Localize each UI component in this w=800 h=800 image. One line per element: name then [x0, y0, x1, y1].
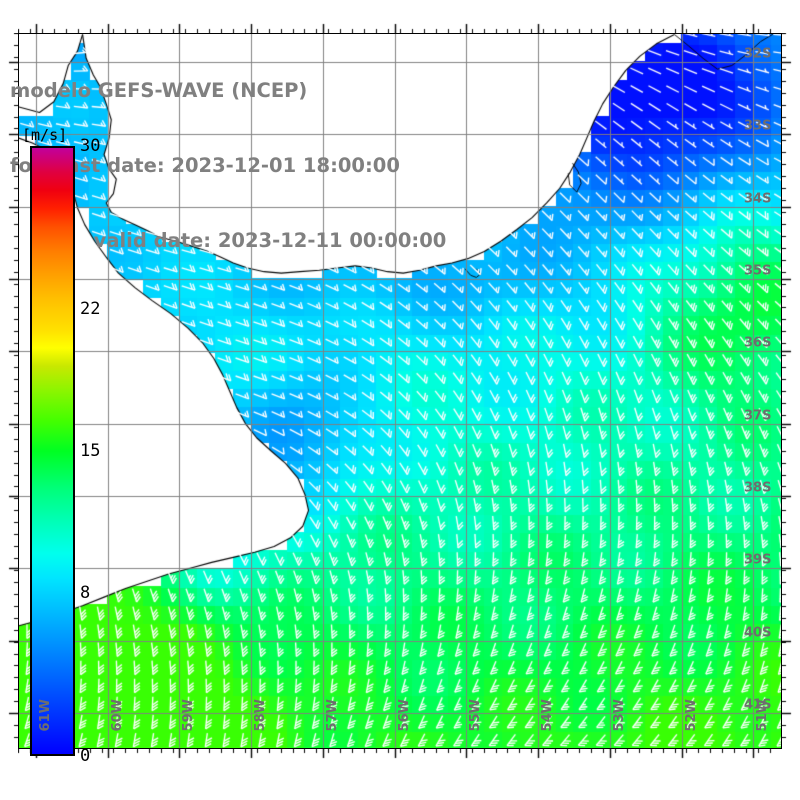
lon-tick-label: 53W	[611, 699, 627, 732]
model-title: modelo GEFS-WAVE (NCEP)	[10, 79, 308, 102]
lon-tick-label: 59W	[181, 699, 197, 732]
colorbar-gradient	[30, 146, 75, 756]
map-plot-area	[18, 33, 782, 749]
colorbar-tick-label: 22	[80, 298, 101, 319]
colorbar-tick-label: 30	[80, 136, 101, 156]
forecast-date: forecast date: 2023-12-01 18:00:00	[10, 154, 400, 177]
lat-tick-label: 38S	[744, 480, 772, 496]
lat-tick-label: 40S	[744, 625, 772, 640]
lon-tick-label: 56W	[396, 699, 412, 732]
lon-tick-label: 52W	[683, 699, 699, 732]
colorbar-tick-label: 0	[80, 746, 91, 766]
lon-tick-label: 54W	[540, 699, 556, 732]
colorbar-tick-label: 15	[80, 441, 101, 461]
lat-tick-label: 41S	[744, 697, 772, 713]
lon-tick-label: 57W	[324, 699, 340, 732]
lat-tick-label: 34S	[744, 191, 772, 207]
lat-tick-label: 36S	[744, 335, 772, 351]
lat-tick-label: 33S	[744, 118, 772, 134]
wind-barb-layer	[18, 33, 782, 749]
colorbar-units-label: [m/s]	[22, 126, 68, 144]
lat-tick-label: 32S	[744, 46, 772, 62]
valid-date: valid date: 2023-12-11 00:00:00	[93, 229, 447, 252]
bottom-tick-rail	[18, 749, 782, 760]
colorbar-tick-label: 8	[80, 583, 91, 604]
lat-tick-label: 37S	[744, 408, 772, 424]
lat-tick-label: 35S	[744, 263, 772, 279]
lon-tick-label: 58W	[253, 699, 269, 732]
title-block: modelo GEFS-WAVE (NCEP) forecast date: 2…	[10, 28, 530, 303]
lat-tick-label: 39S	[744, 552, 772, 568]
colorbar	[30, 146, 75, 756]
lon-tick-label: 60W	[109, 699, 125, 732]
lon-tick-label: 55W	[468, 699, 484, 732]
lon-tick-label: 61W	[37, 699, 53, 732]
right-tick-rail	[782, 33, 793, 749]
